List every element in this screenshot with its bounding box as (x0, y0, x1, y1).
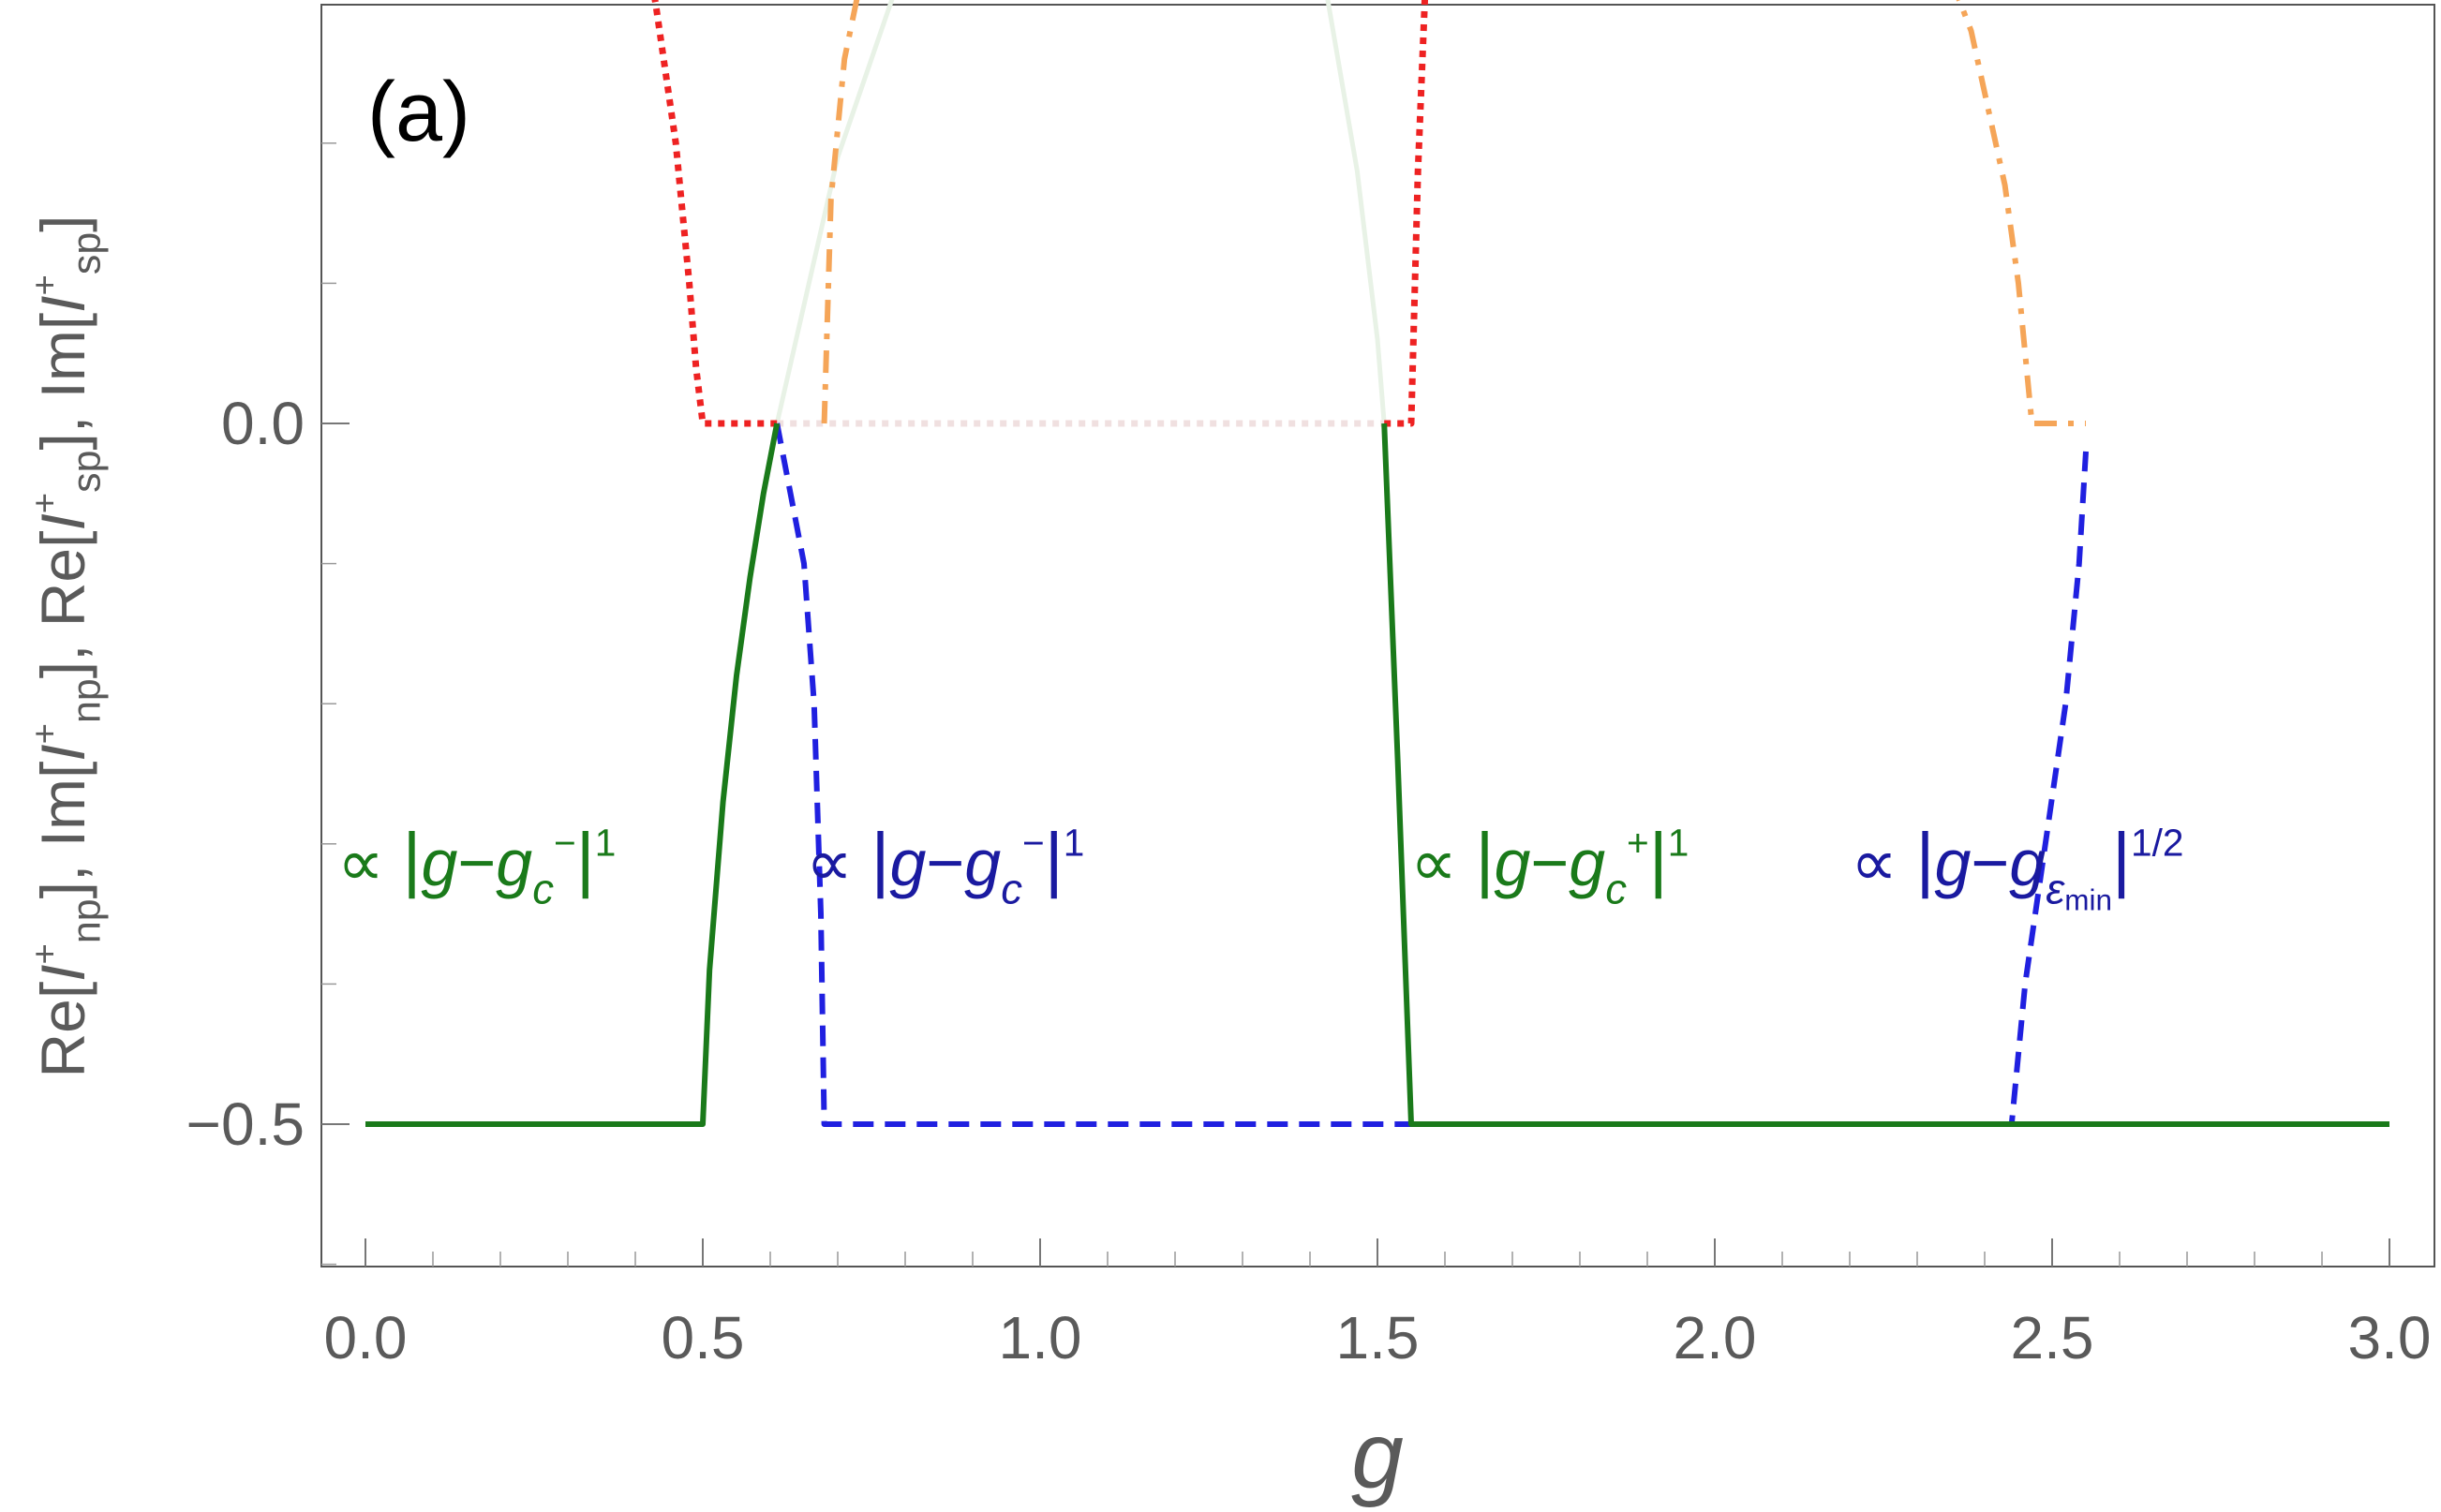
x-tick-label: 2.0 (1674, 1304, 1757, 1371)
series-line (365, 422, 781, 1127)
series-line (1384, 0, 1429, 427)
series-line (1381, 422, 2389, 1127)
series-line (651, 0, 778, 427)
x-tick-label: 1.0 (999, 1304, 1082, 1371)
y-tick-label: 0.0 (221, 390, 305, 457)
panel-label: (a) (367, 66, 470, 159)
series-line (821, 0, 2086, 426)
y-ticks: −0.50.00.51.0 (186, 142, 350, 1266)
x-tick-label: 0.5 (662, 1304, 745, 1371)
scaling-annotation: ∝ |g−gc−|1 (337, 819, 616, 913)
y-axis-label: Re[I+np], Im[I+np], Re[I+sp], Im[I+sp] (24, 215, 109, 1077)
x-axis-label: g (1351, 1403, 1404, 1508)
y-tick-label: −0.5 (186, 1090, 305, 1158)
series-line (774, 0, 1387, 424)
scaling-annotation: ∝ |g−gc−|1 (806, 819, 1084, 913)
x-ticks: 0.0 0.5 1.0 1.5 2.0 2.5 3.0 (324, 1238, 2432, 1371)
x-tick-label: 3.0 (2348, 1304, 2432, 1371)
x-tick-label: 0.0 (324, 1304, 408, 1371)
scaling-annotation: ∝ |g−gεmin|1/2 (1851, 819, 2183, 917)
annotations: ∝ |g−gc−|1 ∝ |g−gc−|1 ∝ |g−gc+|1 ∝ |g−gεmin… (337, 819, 2183, 917)
plot-frame (320, 4, 2435, 1267)
x-tick-label: 1.5 (1336, 1304, 1420, 1371)
series-line (774, 422, 2089, 1127)
scaling-annotation: ∝ |g−gc+|1 (1410, 819, 1689, 913)
x-tick-label: 2.5 (2011, 1304, 2094, 1371)
series-layer (365, 0, 2389, 1127)
